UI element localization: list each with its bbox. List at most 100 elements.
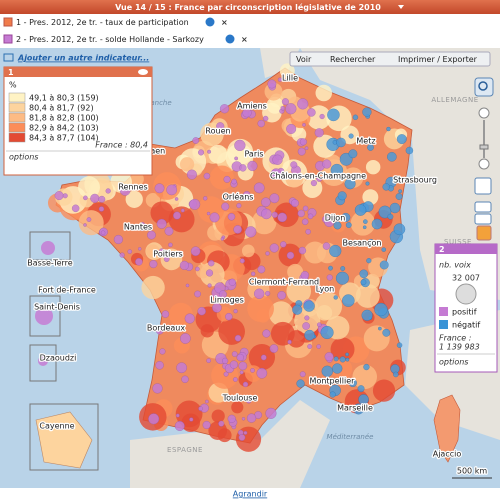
zoom-out[interactable] — [478, 158, 490, 170]
bubble — [302, 205, 309, 212]
bubble — [387, 213, 394, 220]
info-icon[interactable] — [205, 17, 215, 27]
district — [286, 278, 312, 304]
bubble — [155, 326, 164, 335]
legend-swatch — [439, 307, 448, 316]
bubble — [357, 174, 362, 179]
bubble — [317, 322, 322, 327]
menu-item[interactable]: Imprimer / Exporter — [398, 55, 478, 64]
info-icon[interactable] — [225, 34, 235, 44]
city-label: Marseille — [337, 404, 373, 413]
bubble — [348, 378, 357, 388]
legend-options[interactable]: options — [439, 358, 468, 367]
bubble — [304, 146, 309, 151]
zoom-handle[interactable] — [479, 144, 489, 150]
bubble — [280, 241, 287, 248]
bubble — [348, 133, 354, 139]
bubble — [166, 184, 178, 196]
bubble — [281, 98, 289, 106]
bubble — [86, 217, 92, 222]
bubble — [234, 334, 242, 342]
district — [141, 275, 165, 300]
bubble — [190, 246, 201, 257]
indicator-panel — [0, 14, 500, 48]
bubble — [277, 212, 288, 223]
fullscreen-button[interactable] — [474, 177, 492, 195]
zoom-select-button[interactable] — [474, 77, 494, 97]
district — [78, 210, 104, 236]
legend-class: 49,1 à 80,3 (159) — [29, 94, 99, 103]
legend-swatch — [8, 102, 26, 113]
city-label: Paris — [244, 150, 263, 159]
bubble — [333, 295, 338, 300]
add-indicator-link[interactable]: Ajouter un autre indicateur... — [17, 54, 149, 63]
bubble — [234, 156, 239, 161]
enlarge-link[interactable]: Agrandir — [233, 490, 268, 499]
legend-size-value: 32 007 — [452, 274, 480, 283]
district — [209, 165, 234, 190]
refresh-button[interactable] — [476, 225, 492, 241]
bubble — [228, 278, 236, 286]
inset-label: Basse-Terre — [27, 259, 73, 268]
bubble — [159, 348, 166, 355]
bubble — [353, 403, 365, 415]
region-label: Manche — [144, 99, 171, 107]
city-label: Rouen — [205, 127, 230, 136]
bubble — [393, 223, 406, 236]
view-dropdown[interactable] — [398, 5, 404, 9]
bubble — [286, 251, 295, 260]
bubble — [246, 413, 257, 423]
bubble — [223, 371, 229, 377]
remove-icon[interactable]: × — [221, 18, 228, 27]
prev-button[interactable] — [474, 201, 492, 213]
bubble — [184, 313, 195, 324]
bubble — [340, 266, 346, 271]
bubble — [327, 108, 340, 122]
region-label: SUISSE — [444, 238, 472, 246]
bubble — [269, 243, 279, 253]
bubble — [299, 371, 306, 378]
bubble — [297, 209, 305, 218]
next-button[interactable] — [474, 213, 492, 225]
bubble — [341, 212, 351, 223]
bubble — [310, 179, 317, 187]
bubble — [332, 363, 343, 374]
bubble — [256, 367, 268, 379]
bubble — [175, 413, 180, 418]
bubble — [98, 195, 106, 203]
menu-item[interactable]: Rechercher — [330, 55, 376, 64]
bubble — [382, 328, 391, 337]
bubble — [35, 307, 53, 325]
bubble — [362, 107, 372, 117]
bubble — [387, 151, 397, 162]
zoom-in[interactable] — [478, 107, 490, 119]
bubbles — [54, 77, 414, 441]
menu-item[interactable]: Voir — [296, 55, 312, 64]
legend-class: négatif — [452, 320, 480, 330]
bubble — [236, 203, 242, 209]
bubble — [207, 283, 212, 288]
map-view[interactable]: Lille Amiens Rouen Caen Paris Metz Châlons-en-… — [0, 48, 500, 488]
bubble — [218, 420, 225, 427]
bubble — [393, 371, 399, 378]
indicator-swatch — [3, 17, 13, 27]
legend-class: 84,3 à 87,7 (104) — [29, 134, 99, 143]
district — [175, 400, 203, 428]
eye-icon[interactable] — [138, 69, 148, 75]
bubble — [138, 247, 142, 251]
remove-icon[interactable]: × — [241, 35, 248, 44]
bubble — [299, 138, 307, 146]
bubble — [322, 242, 331, 250]
bubble — [242, 191, 251, 199]
bubble — [174, 420, 185, 431]
bubble — [205, 269, 214, 277]
bubble — [168, 242, 173, 248]
bubble — [305, 229, 311, 235]
city-label: Ajaccio — [433, 450, 462, 459]
bubble — [352, 114, 359, 121]
view-title[interactable]: Vue 14 / 15 : France par circonscription… — [115, 2, 381, 12]
legend-france: France : 80,4 — [95, 141, 148, 150]
legend-options[interactable]: options — [9, 153, 38, 162]
bubble — [322, 159, 332, 169]
bubble — [253, 182, 265, 194]
